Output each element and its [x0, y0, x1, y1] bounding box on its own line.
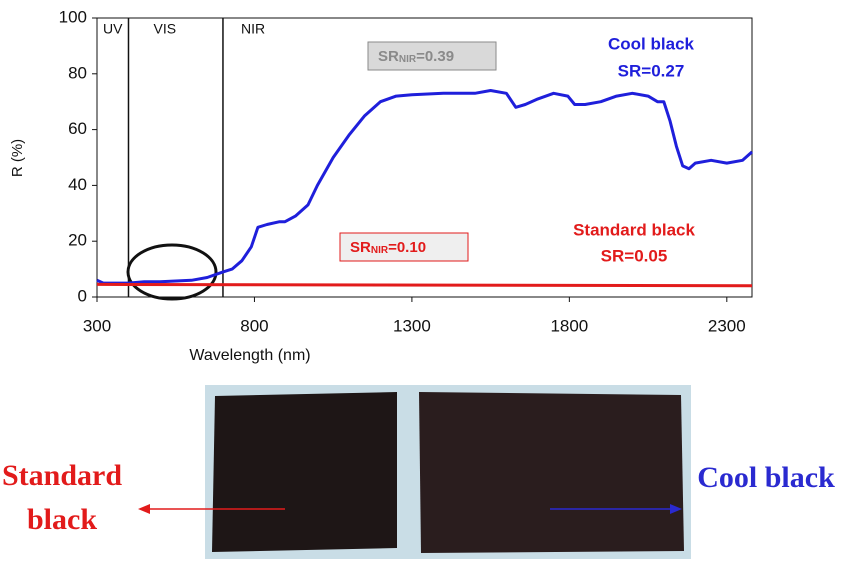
- annotation-sub: NIR: [371, 245, 389, 256]
- x-tick-label: 2300: [708, 316, 746, 335]
- x-axis-label: Wavelength (nm): [189, 347, 310, 364]
- x-tick-label: 1800: [550, 316, 588, 335]
- series-sr: SR=0.27: [618, 61, 685, 80]
- plot-frame: [96, 17, 753, 298]
- annotation-box: [339, 232, 469, 262]
- photo-label: Cool black: [697, 461, 835, 494]
- annotation-rest: =0.10: [388, 239, 426, 256]
- region-label: NIR: [241, 21, 265, 37]
- arrow-head: [138, 504, 150, 514]
- annotation-box: [367, 41, 497, 71]
- y-tick-label: 0: [78, 286, 87, 305]
- cool-sample: [419, 392, 684, 553]
- series-line: [96, 282, 753, 288]
- y-tick-label: 40: [68, 175, 87, 194]
- highlight-ellipse: [126, 243, 218, 301]
- x-tick-label: 800: [240, 316, 268, 335]
- photo-label: black: [27, 503, 97, 536]
- standard-sample: [212, 392, 397, 552]
- annotation-sub: NIR: [399, 54, 417, 65]
- region-label: VIS: [153, 21, 176, 37]
- y-axis-label: R (%): [9, 139, 26, 177]
- annotation: SRNIR=0.10: [350, 239, 426, 256]
- x-tick-label: 1300: [393, 316, 431, 335]
- y-tick-label: 100: [59, 7, 87, 26]
- y-tick-label: 60: [68, 119, 87, 138]
- x-tick-label: 300: [83, 316, 111, 335]
- annotation-rest: =0.39: [416, 48, 454, 65]
- series-sr: SR=0.05: [601, 246, 668, 265]
- y-tick-label: 80: [68, 63, 87, 82]
- annotation: SRNIR=0.39: [378, 48, 454, 65]
- series-line: [96, 89, 753, 285]
- region-label: UV: [103, 21, 123, 37]
- photo-label: Standard: [2, 459, 122, 492]
- series-label: Cool black: [608, 34, 695, 53]
- annotation-main: SR: [350, 239, 371, 256]
- y-tick-label: 20: [68, 231, 87, 250]
- annotation-main: SR: [378, 48, 399, 65]
- series-label: Standard black: [573, 220, 695, 239]
- arrow-head: [670, 504, 682, 514]
